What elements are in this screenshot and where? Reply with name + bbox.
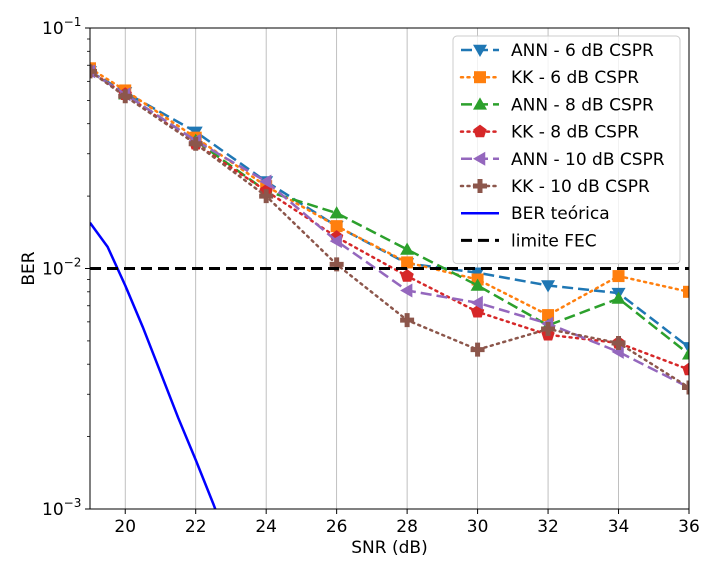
data-point [470,278,485,291]
data-point [682,362,689,376]
legend-item: KK - 6 dB CSPR [459,68,639,88]
legend-item: BER teórica [461,204,610,224]
legend-marker [473,124,487,138]
legend: ANN - 6 dB CSPR KK - 6 dB CSPR ANN - 8 dB … [452,35,681,265]
x-axis-ticks: 20 22 24 26 28 30 32 34 36 [114,509,700,537]
data-point [541,322,556,337]
series-line [90,221,217,509]
data-point [400,313,415,328]
data-point [329,257,344,272]
y-tick-label: 10−3 [42,496,81,520]
series-group [90,62,689,509]
legend-label: BER teórica [511,204,610,224]
legend-label: ANN - 6 dB CSPR [511,41,654,61]
legend-label: ANN - 10 dB CSPR [511,150,665,170]
data-point [611,291,626,304]
data-point [470,295,483,310]
x-axis-label: SNR (dB) [351,538,427,558]
y-tick-label: 10−2 [42,256,81,280]
legend-item: KK - 10 dB CSPR [459,177,650,197]
data-point [90,64,97,79]
legend-marker [473,44,487,57]
series-line [90,67,689,317]
data-point [682,380,689,395]
legend-marker [473,97,487,110]
data-point [400,269,414,282]
data-point [118,89,133,104]
legend-box [452,35,681,265]
legend-label: limite FEC [511,231,597,251]
data-point [612,270,625,283]
data-point [470,342,485,357]
series-ber-te-rica [90,221,217,509]
x-tick-label: 22 [185,517,207,537]
data-point [259,189,274,204]
legend-label: KK - 8 dB CSPR [511,123,639,143]
x-tick-label: 26 [326,517,348,537]
data-point [259,174,272,189]
legend-label: KK - 6 dB CSPR [511,68,639,88]
data-point [400,283,413,298]
legend-marker [474,71,486,84]
legend-label: ANN - 8 dB CSPR [511,95,654,115]
data-point [329,206,344,219]
data-point [683,285,689,298]
legend-marker [473,151,486,166]
data-point [330,220,343,233]
x-tick-label: 34 [608,517,630,537]
legend-label: KK - 10 dB CSPR [511,177,650,197]
x-tick-label: 28 [396,517,418,537]
y-axis-label: BER [19,251,39,285]
legend-item: ANN - 8 dB CSPR [461,95,654,115]
x-tick-label: 20 [114,517,136,537]
series-line [90,70,689,389]
data-point [682,347,689,360]
data-point [400,242,415,255]
series-line [90,70,689,349]
data-point [611,336,626,351]
legend-item: ANN - 6 dB CSPR [461,41,654,61]
x-tick-label: 36 [678,517,700,537]
series-kk-10-db-cspr [90,64,689,395]
y-tick-label: 10−1 [42,15,81,39]
data-point [188,136,203,151]
legend-item: KK - 8 dB CSPR [459,123,639,143]
legend-item: ANN - 10 dB CSPR [461,150,665,170]
series-line [90,70,689,389]
x-tick-label: 24 [255,517,277,537]
data-point [329,234,342,249]
data-point [401,256,414,269]
data-point [541,280,556,293]
x-tick-label: 32 [537,517,559,537]
legend-marker [473,179,487,193]
y-axis-ticks: 10−1 10−2 10−3 [42,15,90,520]
legend-item: limite FEC [461,231,597,251]
x-tick-label: 30 [467,517,489,537]
